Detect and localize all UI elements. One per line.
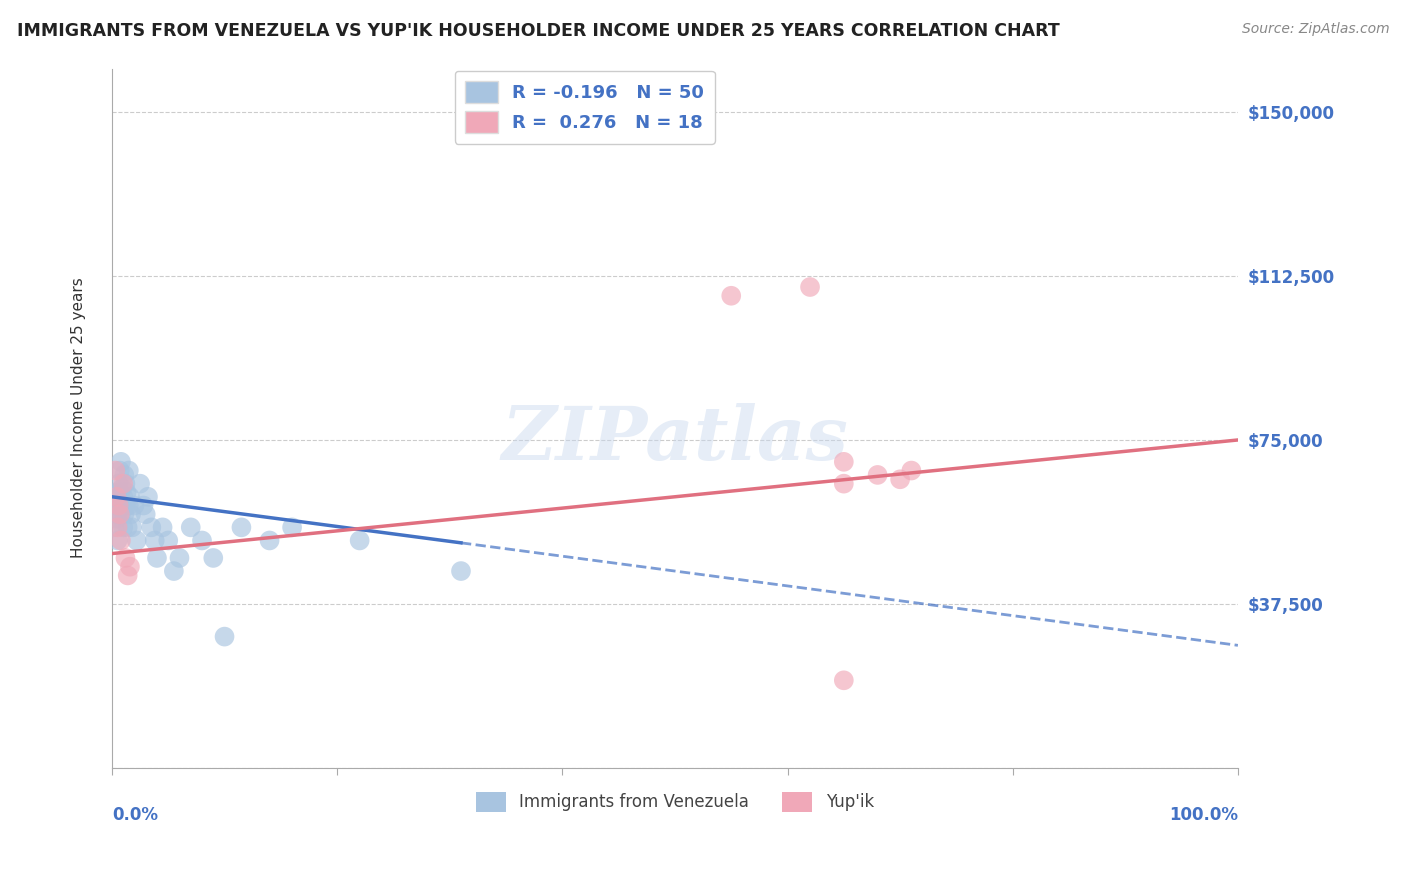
Point (105, 485, 128, 500)
Point (259, 533, 281, 548)
Text: 0.0%: 0.0% (112, 806, 157, 824)
Point (120, 508, 142, 522)
Point (114, 499, 136, 513)
Point (720, 289, 742, 303)
Point (107, 490, 129, 504)
Point (114, 476, 136, 491)
Legend: Immigrants from Venezuela, Yup'ik: Immigrants from Venezuela, Yup'ik (470, 785, 880, 819)
Point (136, 490, 159, 504)
Point (112, 476, 135, 491)
Point (450, 564, 472, 578)
Point (118, 464, 141, 478)
Point (108, 464, 131, 478)
Point (281, 520, 304, 534)
Point (832, 476, 855, 491)
Point (349, 533, 371, 548)
Point (104, 464, 127, 478)
Point (107, 499, 129, 513)
Point (118, 499, 141, 513)
Point (124, 499, 146, 513)
Point (118, 559, 141, 574)
Point (889, 472, 911, 486)
Point (115, 485, 138, 500)
Text: 100.0%: 100.0% (1168, 806, 1237, 824)
Point (152, 520, 174, 534)
Point (104, 499, 127, 513)
Point (125, 533, 148, 548)
Y-axis label: Householder Income Under 25 years: Householder Income Under 25 years (72, 277, 86, 558)
Point (117, 520, 139, 534)
Point (180, 520, 202, 534)
Point (146, 551, 169, 566)
Point (118, 490, 141, 504)
Point (105, 490, 128, 504)
Point (832, 673, 855, 688)
Text: Source: ZipAtlas.com: Source: ZipAtlas.com (1241, 22, 1389, 37)
Point (169, 551, 191, 566)
Point (202, 551, 225, 566)
Point (900, 464, 922, 478)
Point (832, 455, 855, 469)
Point (866, 467, 889, 482)
Point (231, 520, 253, 534)
Point (163, 564, 186, 578)
Point (111, 481, 134, 495)
Point (117, 568, 139, 582)
Point (799, 280, 821, 294)
Point (143, 533, 166, 548)
Point (214, 630, 236, 644)
Point (112, 490, 135, 504)
Point (103, 520, 125, 534)
Point (110, 455, 132, 469)
Text: ZIPatlas: ZIPatlas (502, 403, 848, 475)
Point (110, 508, 132, 522)
Point (105, 508, 128, 522)
Point (132, 499, 155, 513)
Point (112, 520, 135, 534)
Point (107, 533, 129, 548)
Point (121, 520, 143, 534)
Point (107, 520, 129, 534)
Point (108, 485, 131, 500)
Point (112, 467, 135, 482)
Point (110, 533, 132, 548)
Point (191, 533, 214, 548)
Point (135, 508, 157, 522)
Point (107, 499, 129, 513)
Point (129, 476, 152, 491)
Point (141, 520, 163, 534)
Point (112, 508, 135, 522)
Point (157, 533, 180, 548)
Text: IMMIGRANTS FROM VENEZUELA VS YUP'IK HOUSEHOLDER INCOME UNDER 25 YEARS CORRELATIO: IMMIGRANTS FROM VENEZUELA VS YUP'IK HOUS… (17, 22, 1060, 40)
Point (107, 511, 129, 525)
Point (108, 508, 131, 522)
Point (114, 551, 136, 566)
Point (111, 499, 134, 513)
Point (107, 476, 129, 491)
